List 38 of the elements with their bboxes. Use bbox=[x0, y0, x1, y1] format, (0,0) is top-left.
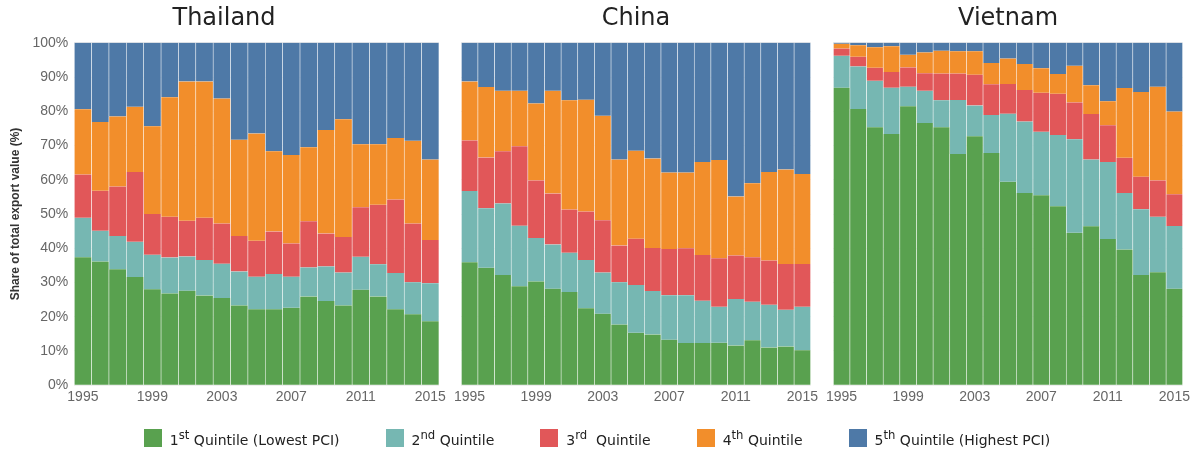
x-tick-label: 2011 bbox=[345, 388, 377, 405]
chart-title: China bbox=[601, 2, 671, 31]
y-tick-label: 10% bbox=[40, 341, 69, 358]
x-tick-label: 1995 bbox=[454, 388, 486, 405]
x-tick-label: 2015 bbox=[786, 388, 819, 405]
y-tick-label: 60% bbox=[40, 170, 69, 187]
x-tick-label: 1999 bbox=[520, 388, 552, 405]
x-tick-label: 1999 bbox=[892, 388, 924, 405]
x-tick-label: 2003 bbox=[959, 388, 991, 405]
legend-label: 4$^{th}$ Quintile bbox=[722, 428, 803, 448]
x-tick-label: 1999 bbox=[136, 388, 169, 405]
x-tick-label: 1995 bbox=[67, 388, 99, 405]
legend-label: 1$^{st}$ Quintile (Lowest PCI) bbox=[169, 428, 340, 448]
x-tick-label: 2003 bbox=[587, 388, 619, 405]
x-tick-label: 2007 bbox=[275, 388, 308, 405]
x-tick-label: 2007 bbox=[1025, 388, 1058, 405]
x-tick-label: 2015 bbox=[1158, 388, 1191, 405]
y-tick-label: 80% bbox=[40, 102, 69, 119]
chart-title: Vietnam bbox=[957, 2, 1059, 31]
y-tick-label: 20% bbox=[40, 307, 69, 324]
y-tick-label: 50% bbox=[40, 204, 69, 221]
x-tick-label: 2011 bbox=[720, 388, 752, 405]
x-tick-label: 2015 bbox=[414, 388, 447, 405]
y-tick-label: 70% bbox=[40, 136, 69, 153]
y-tick-label: 40% bbox=[40, 239, 69, 256]
y-tick-label: 30% bbox=[40, 273, 69, 290]
legend-label: 5$^{th}$ Quintile (Highest PCI) bbox=[874, 428, 1051, 448]
x-tick-label: 2007 bbox=[653, 388, 686, 405]
y-tick-label: 90% bbox=[40, 67, 69, 84]
legend-label: 3$^{rd}$ Quintile bbox=[566, 428, 651, 448]
y-axis-title: Share of total export value (%) bbox=[7, 127, 22, 301]
y-tick-label: 100% bbox=[32, 33, 69, 50]
y-tick-label: 0% bbox=[47, 376, 69, 393]
x-tick-label: 2003 bbox=[206, 388, 238, 405]
x-tick-label: 1995 bbox=[826, 388, 858, 405]
chart-title: Thailand bbox=[171, 2, 276, 31]
legend-label: 2$^{nd}$ Quintile bbox=[411, 428, 495, 448]
x-tick-label: 2011 bbox=[1092, 388, 1124, 405]
